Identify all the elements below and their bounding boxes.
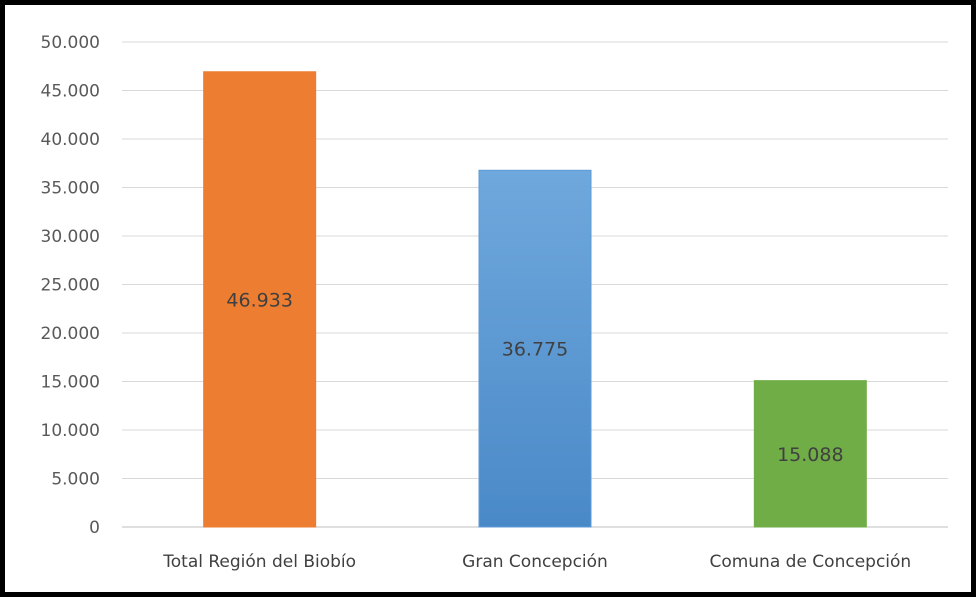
y-tick-label: 10.000	[41, 421, 100, 441]
bar	[203, 71, 317, 528]
y-tick-label: 0	[89, 518, 100, 538]
y-tick-label: 25.000	[41, 276, 100, 296]
data-label: 46.933	[226, 289, 292, 311]
category-label: Total Región del Biobío	[162, 552, 356, 572]
x-axis-categories: Total Región del Biobío Gran Concepción Co…	[162, 552, 911, 572]
y-tick-label: 5.000	[51, 470, 100, 490]
y-axis-ticks: 0 5.000 10.000 15.000 20.000 25.000 30.000 35.0…	[41, 33, 100, 538]
data-label: 15.088	[777, 444, 843, 466]
bars	[203, 71, 867, 528]
y-tick-label: 20.000	[41, 324, 100, 344]
category-label: Gran Concepción	[462, 552, 608, 572]
y-tick-label: 50.000	[41, 33, 100, 53]
bar	[753, 380, 867, 528]
category-label: Comuna de Concepción	[709, 552, 911, 572]
y-tick-label: 40.000	[41, 130, 100, 150]
bar	[478, 169, 592, 528]
data-label: 36.775	[502, 339, 568, 361]
data-labels: 46.933 36.775 15.088	[226, 289, 843, 465]
y-tick-label: 15.000	[41, 373, 100, 393]
y-tick-label: 45.000	[41, 82, 100, 102]
y-tick-label: 30.000	[41, 227, 100, 247]
y-tick-label: 35.000	[41, 179, 100, 199]
